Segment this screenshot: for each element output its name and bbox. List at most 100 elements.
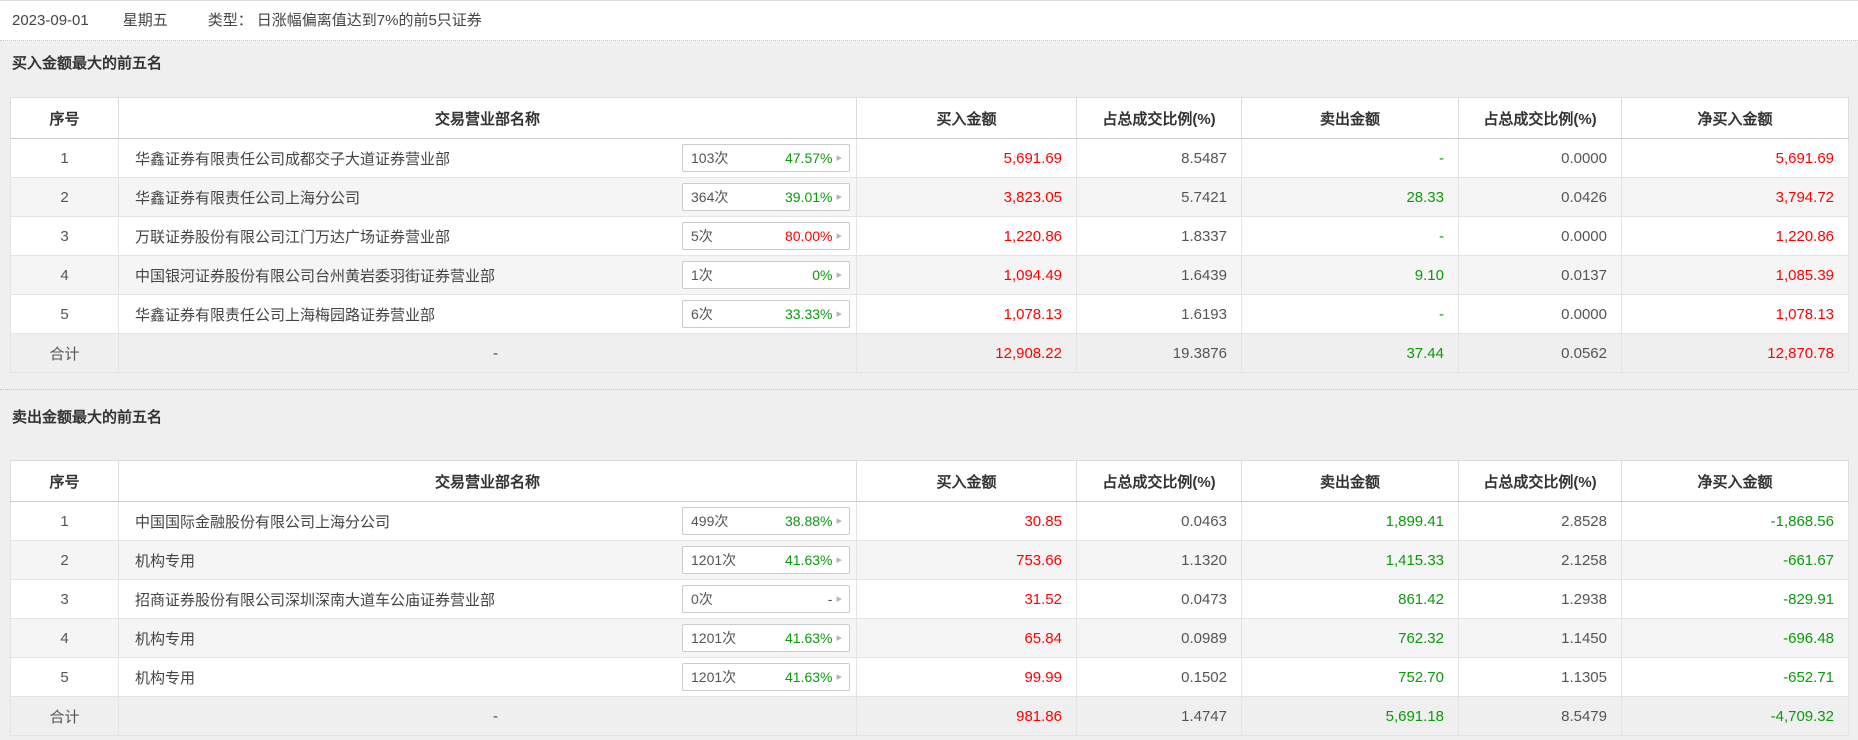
- rank-cell: 3: [10, 216, 119, 256]
- trade-count-badge[interactable]: 6次 33.33% ▸: [682, 300, 850, 328]
- trade-count-badge[interactable]: 1次 0% ▸: [682, 261, 850, 289]
- rank-cell: 3: [10, 579, 119, 619]
- badge-rate: 38.88%: [784, 513, 833, 529]
- trade-count-badge[interactable]: 1201次 41.63% ▸: [682, 663, 850, 691]
- sell-amount-cell: 37.44: [1241, 333, 1459, 373]
- total-label-cell: 合计: [10, 333, 119, 373]
- buy-amount-cell: 5,691.69: [856, 138, 1077, 178]
- sell-amount-cell: 28.33: [1241, 177, 1459, 217]
- column-header-1: 交易营业部名称: [118, 460, 857, 502]
- chevron-right-icon: ▸: [836, 190, 842, 203]
- total-name-cell: -: [118, 333, 857, 373]
- buy-pct-cell: 1.6193: [1076, 294, 1242, 334]
- net-amount-cell: -696.48: [1621, 618, 1849, 658]
- sell-pct-cell: 0.0137: [1458, 255, 1622, 295]
- sell-pct-cell: 0.0000: [1458, 294, 1622, 334]
- table-row: 3 招商证券股份有限公司深圳深南大道车公庙证券营业部 0次 - ▸ 31.52 0.0473…: [10, 579, 1849, 619]
- column-header-2: 买入金额: [856, 97, 1077, 139]
- weekday: 星期五: [122, 12, 168, 29]
- buy-table-header-row: 序号 交易营业部名称 买入金额 占总成交比例(%) 卖出金额 占总成交比例(%) 净买入金额: [10, 97, 1849, 139]
- broker-name-cell: 万联证券股份有限公司江门万达广场证券营业部 5次 80.00% ▸: [118, 216, 857, 256]
- broker-name-cell: 招商证券股份有限公司深圳深南大道车公庙证券营业部 0次 - ▸: [118, 579, 857, 619]
- table-row: 4 机构专用 1201次 41.63% ▸ 65.84 0.0989 762.32 1.1450…: [10, 618, 1849, 658]
- buy-amount-cell: 753.66: [856, 540, 1077, 580]
- chevron-right-icon: ▸: [836, 268, 842, 281]
- column-header-6: 净买入金额: [1621, 97, 1849, 139]
- sell-amount-cell: 762.32: [1241, 618, 1459, 658]
- column-header-4: 卖出金额: [1241, 460, 1459, 502]
- sell-pct-cell: 2.8528: [1458, 501, 1622, 541]
- buy-amount-cell: 1,220.86: [856, 216, 1077, 256]
- table-row: 1 华鑫证券有限责任公司成都交子大道证券营业部 103次 47.57% ▸ 5,691.6…: [10, 138, 1849, 178]
- broker-name-cell: 机构专用 1201次 41.63% ▸: [118, 657, 857, 697]
- broker-name-cell: 中国国际金融股份有限公司上海分公司 499次 38.88% ▸: [118, 501, 857, 541]
- broker-name: 华鑫证券有限责任公司上海梅园路证券营业部: [135, 306, 436, 324]
- broker-name: 华鑫证券有限责任公司上海分公司: [135, 189, 361, 207]
- sell-table: 序号 交易营业部名称 买入金额 占总成交比例(%) 卖出金额 占总成交比例(%) 净买入金额…: [10, 460, 1849, 736]
- chevron-right-icon: ▸: [836, 553, 842, 566]
- column-header-0: 序号: [10, 97, 119, 139]
- buy-pct-cell: 19.3876: [1076, 333, 1242, 373]
- table-row: 5 华鑫证券有限责任公司上海梅园路证券营业部 6次 33.33% ▸ 1,078.13 1.…: [10, 294, 1849, 334]
- column-header-5: 占总成交比例(%): [1458, 460, 1622, 502]
- buy-section: 买入金额最大的前五名 序号 交易营业部名称 买入金额 占总成交比例(%) 卖出金额 占总成…: [0, 41, 1858, 373]
- sell-pct-cell: 8.5479: [1458, 696, 1622, 736]
- column-header-3: 占总成交比例(%): [1076, 460, 1242, 502]
- net-amount-cell: -661.67: [1621, 540, 1849, 580]
- sell-pct-cell: 0.0000: [1458, 138, 1622, 178]
- sell-pct-cell: 0.0000: [1458, 216, 1622, 256]
- trade-count-badge[interactable]: 499次 38.88% ▸: [682, 507, 850, 535]
- sell-section-title: 卖出金额最大的前五名: [12, 409, 163, 426]
- net-amount-cell: 5,691.69: [1621, 138, 1849, 178]
- broker-name-cell: 华鑫证券有限责任公司上海梅园路证券营业部 6次 33.33% ▸: [118, 294, 857, 334]
- buy-pct-cell: 1.4747: [1076, 696, 1242, 736]
- chevron-right-icon: ▸: [836, 670, 842, 683]
- chevron-right-icon: ▸: [836, 592, 842, 605]
- sell-pct-cell: 1.2938: [1458, 579, 1622, 619]
- trade-count-badge[interactable]: 5次 80.00% ▸: [682, 222, 850, 250]
- badge-count: 0次: [691, 591, 713, 607]
- badge-count: 103次: [691, 150, 729, 166]
- buy-pct-cell: 5.7421: [1076, 177, 1242, 217]
- buy-amount-cell: 30.85: [856, 501, 1077, 541]
- net-amount-cell: -829.91: [1621, 579, 1849, 619]
- badge-count: 499次: [691, 513, 729, 529]
- badge-count: 6次: [691, 306, 713, 322]
- badge-count: 364次: [691, 189, 729, 205]
- badge-count: 1201次: [691, 552, 737, 568]
- sell-amount-cell: -: [1241, 216, 1459, 256]
- badge-rate: 41.63%: [784, 669, 833, 685]
- trade-count-badge[interactable]: 364次 39.01% ▸: [682, 183, 850, 211]
- sell-amount-cell: 1,899.41: [1241, 501, 1459, 541]
- buy-pct-cell: 0.0989: [1076, 618, 1242, 658]
- table-row: 4 中国银河证券股份有限公司台州黄岩委羽街证券营业部 1次 0% ▸ 1,094.49 1.…: [10, 255, 1849, 295]
- trade-count-badge[interactable]: 0次 - ▸: [682, 585, 850, 613]
- trade-count-badge[interactable]: 103次 47.57% ▸: [682, 144, 850, 172]
- chevron-right-icon: ▸: [836, 631, 842, 644]
- column-header-6: 净买入金额: [1621, 460, 1849, 502]
- badge-rate: 0%: [812, 267, 833, 283]
- total-name-cell: -: [118, 696, 857, 736]
- column-header-0: 序号: [10, 460, 119, 502]
- buy-section-title: 买入金额最大的前五名: [12, 55, 163, 72]
- broker-name-cell: 华鑫证券有限责任公司上海分公司 364次 39.01% ▸: [118, 177, 857, 217]
- net-amount-cell: 3,794.72: [1621, 177, 1849, 217]
- sell-pct-cell: 2.1258: [1458, 540, 1622, 580]
- trade-count-badge[interactable]: 1201次 41.63% ▸: [682, 546, 850, 574]
- buy-pct-cell: 1.1320: [1076, 540, 1242, 580]
- trade-count-badge[interactable]: 1201次 41.63% ▸: [682, 624, 850, 652]
- net-amount-cell: 1,220.86: [1621, 216, 1849, 256]
- rank-cell: 2: [10, 177, 119, 217]
- table-row: 2 机构专用 1201次 41.63% ▸ 753.66 1.1320 1,415.33 2.1…: [10, 540, 1849, 580]
- badge-rate: 39.01%: [784, 189, 833, 205]
- buy-table: 序号 交易营业部名称 买入金额 占总成交比例(%) 卖出金额 占总成交比例(%) 净买入金额…: [10, 97, 1849, 373]
- sell-amount-cell: 752.70: [1241, 657, 1459, 697]
- badge-count: 1201次: [691, 669, 737, 685]
- broker-name-cell: 机构专用 1201次 41.63% ▸: [118, 540, 857, 580]
- sell-section: 卖出金额最大的前五名 序号 交易营业部名称 买入金额 占总成交比例(%) 卖出金额 占总成…: [0, 389, 1858, 736]
- column-header-1: 交易营业部名称: [118, 97, 857, 139]
- badge-rate: 80.00%: [784, 228, 833, 244]
- broker-name: 中国银河证券股份有限公司台州黄岩委羽街证券营业部: [135, 267, 496, 285]
- column-header-5: 占总成交比例(%): [1458, 97, 1622, 139]
- net-amount-cell: 12,870.78: [1621, 333, 1849, 373]
